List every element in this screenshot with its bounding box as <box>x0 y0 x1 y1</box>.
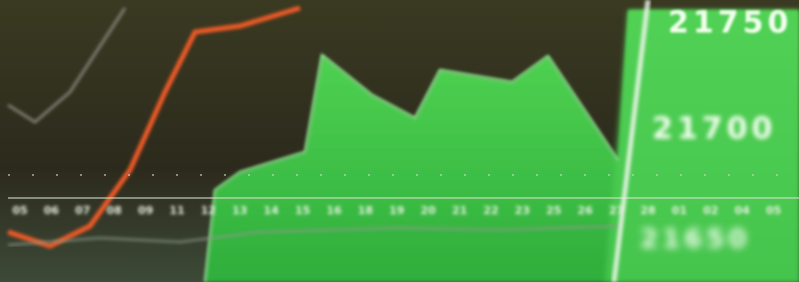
date-label: 05 <box>12 204 27 217</box>
price-label: 21700 <box>652 112 776 147</box>
date-label: 11 <box>169 204 184 217</box>
date-label: 21 <box>452 204 467 217</box>
page: 05 06 07 08 09 11 12 13 14 15 16 18 19 20 21 22 23 25 26 27… <box>0 0 799 282</box>
date-label: 07 <box>75 204 90 217</box>
date-label: 27 <box>609 204 624 217</box>
date-label: 04 <box>735 204 751 217</box>
date-label: 05 <box>766 204 781 217</box>
date-label: 22 <box>483 204 498 217</box>
date-label: 09 <box>138 204 153 217</box>
date-label: 06 <box>44 204 60 217</box>
date-label: 23 <box>515 204 530 217</box>
price-label: 21650 <box>640 225 750 255</box>
date-label: 14 <box>264 204 280 217</box>
date-label: 19 <box>389 204 404 217</box>
date-label: 02 <box>703 204 718 217</box>
date-label: 28 <box>640 204 655 217</box>
date-label: 13 <box>232 204 247 217</box>
date-label: 12 <box>201 204 216 217</box>
date-label: 26 <box>578 204 594 217</box>
date-label: 15 <box>295 204 310 217</box>
photo: 05 06 07 08 09 11 12 13 14 15 16 18 19 20 21 22 23 25 26 27… <box>0 0 799 282</box>
date-label: 16 <box>326 204 342 217</box>
price-label: 21750 <box>668 6 792 41</box>
date-label: 25 <box>546 204 561 217</box>
date-label: 18 <box>358 204 373 217</box>
date-label: 08 <box>107 204 122 217</box>
date-label: 20 <box>421 204 437 217</box>
date-label: 01 <box>672 204 687 217</box>
